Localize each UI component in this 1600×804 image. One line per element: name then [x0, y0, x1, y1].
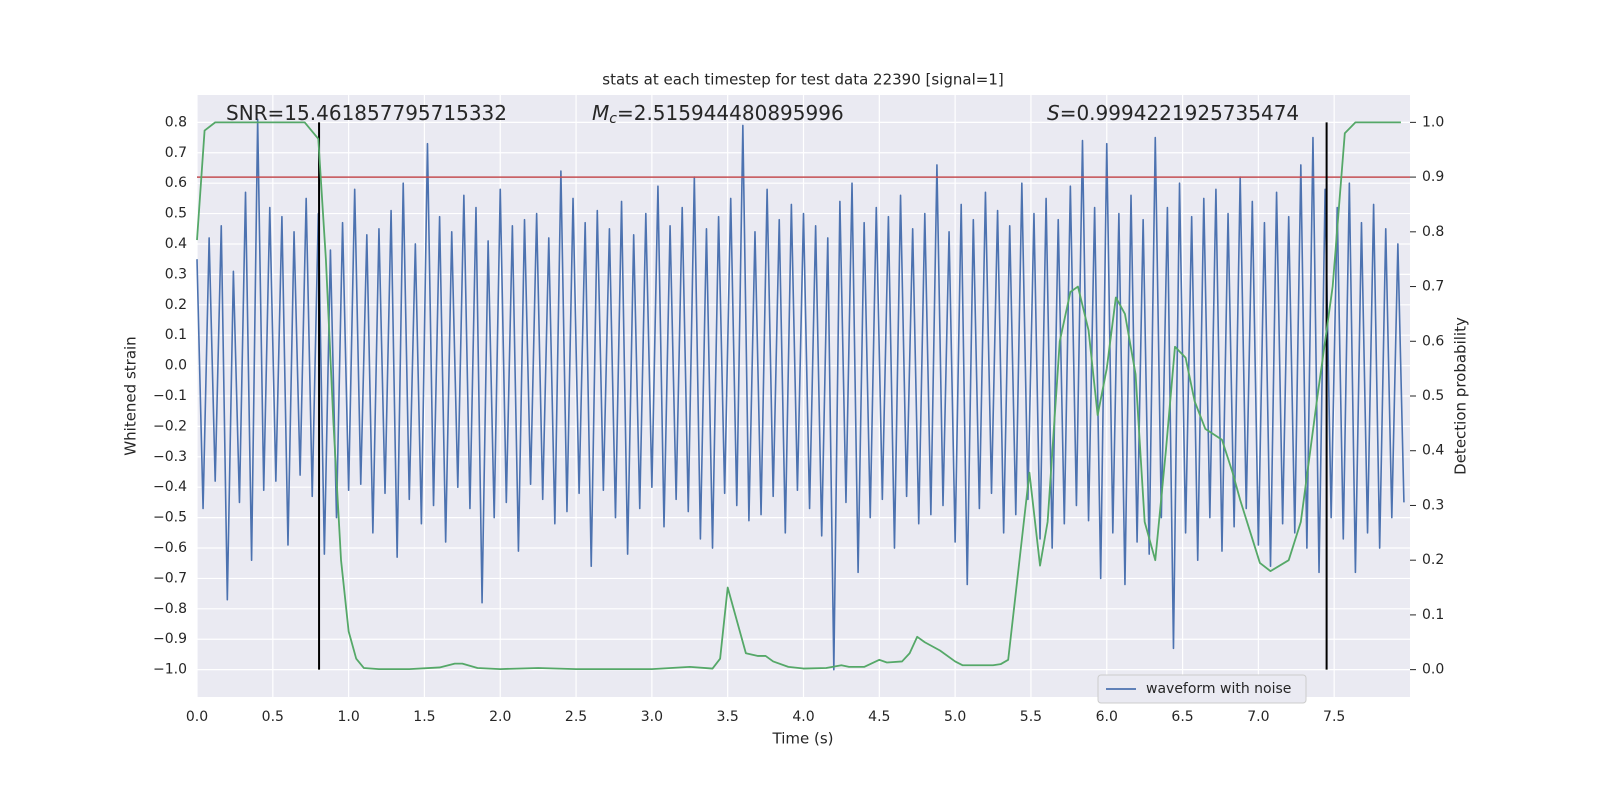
y2-tick-label: 0.9: [1422, 169, 1444, 185]
legend-label: waveform with noise: [1146, 681, 1291, 697]
y-tick-label: −0.1: [153, 388, 187, 404]
x-tick-label: 2.0: [489, 709, 511, 725]
x-tick-label: 0.0: [186, 709, 208, 725]
annotation-text: =2.515944480895996: [617, 101, 844, 125]
y-tick-label: −0.4: [153, 479, 187, 495]
y-tick-label: −0.9: [153, 631, 187, 647]
x-tick-label: 7.0: [1247, 709, 1269, 725]
y-tick-label: 0.1: [165, 327, 187, 343]
x-tick-label: 4.0: [792, 709, 814, 725]
y-tick-label: 0.7: [165, 145, 187, 161]
y-tick-label: −0.3: [153, 449, 187, 465]
x-tick-label: 1.0: [337, 709, 359, 725]
x-tick-label: 5.0: [944, 709, 966, 725]
x-tick-label: 4.5: [868, 709, 890, 725]
series-line: [196, 118, 1405, 671]
x-tick-label: 2.5: [565, 709, 587, 725]
y-tick-label: 0.0: [165, 358, 187, 374]
x-tick-label: 0.5: [262, 709, 284, 725]
chart-title: stats at each timestep for test data 223…: [602, 71, 1003, 89]
y-tick-label: −1.0: [153, 662, 187, 678]
y2-tick-label: 0.5: [1422, 388, 1444, 404]
annotation: S=0.9994221925735474: [1047, 101, 1299, 125]
y-tick-label: −0.7: [153, 570, 187, 586]
annotation: Mc=2.515944480895996: [592, 101, 844, 128]
x-tick-label: 1.5: [413, 709, 435, 725]
y-tick-label: −0.8: [153, 601, 187, 617]
y-tick-label: 0.4: [165, 236, 187, 252]
y-axis-label: Whitened strain: [122, 336, 140, 455]
y-tick-label: 0.5: [165, 206, 187, 222]
y-tick-label: −0.6: [153, 540, 187, 556]
legend-box: [1097, 674, 1307, 704]
y-tick-label: −0.5: [153, 510, 187, 526]
y2-tick-label: 0.4: [1422, 443, 1444, 459]
x-tick-label: 5.5: [1020, 709, 1042, 725]
x-tick-label: 3.5: [717, 709, 739, 725]
x-tick-label: 6.5: [1171, 709, 1193, 725]
y2-tick-label: 0.1: [1422, 607, 1444, 623]
y2-tick-label: 0.6: [1422, 333, 1444, 349]
x-tick-label: 7.5: [1323, 709, 1345, 725]
y2-tick-label: 0.7: [1422, 279, 1444, 295]
y-tick-label: 0.2: [165, 297, 187, 313]
series-line: [196, 121, 1401, 670]
y2-tick-label: 0.8: [1422, 224, 1444, 240]
y-tick-label: 0.8: [165, 114, 187, 130]
x-tick-label: 6.0: [1096, 709, 1118, 725]
y2-tick-label: 1.0: [1422, 114, 1444, 130]
y2-tick-label: 0.3: [1422, 497, 1444, 513]
annotation-text: =0.9994221925735474: [1060, 101, 1299, 125]
y-tick-label: 0.3: [165, 266, 187, 282]
y-tick-label: −0.2: [153, 418, 187, 434]
y2-tick-label: 0.0: [1422, 662, 1444, 678]
annotation-symbol: M: [592, 101, 609, 125]
annotation-text: SNR=15.461857795715332: [226, 101, 507, 125]
annotation-symbol: S: [1047, 101, 1060, 125]
y-tick-label: 0.6: [165, 175, 187, 191]
y2-tick-label: 0.2: [1422, 552, 1444, 568]
annotation-subscript: c: [609, 111, 617, 127]
x-axis-label: Time (s): [772, 730, 834, 748]
x-tick-label: 3.0: [641, 709, 663, 725]
y2-axis-label: Detection probability: [1452, 317, 1470, 475]
annotation: SNR=15.461857795715332: [226, 101, 507, 125]
